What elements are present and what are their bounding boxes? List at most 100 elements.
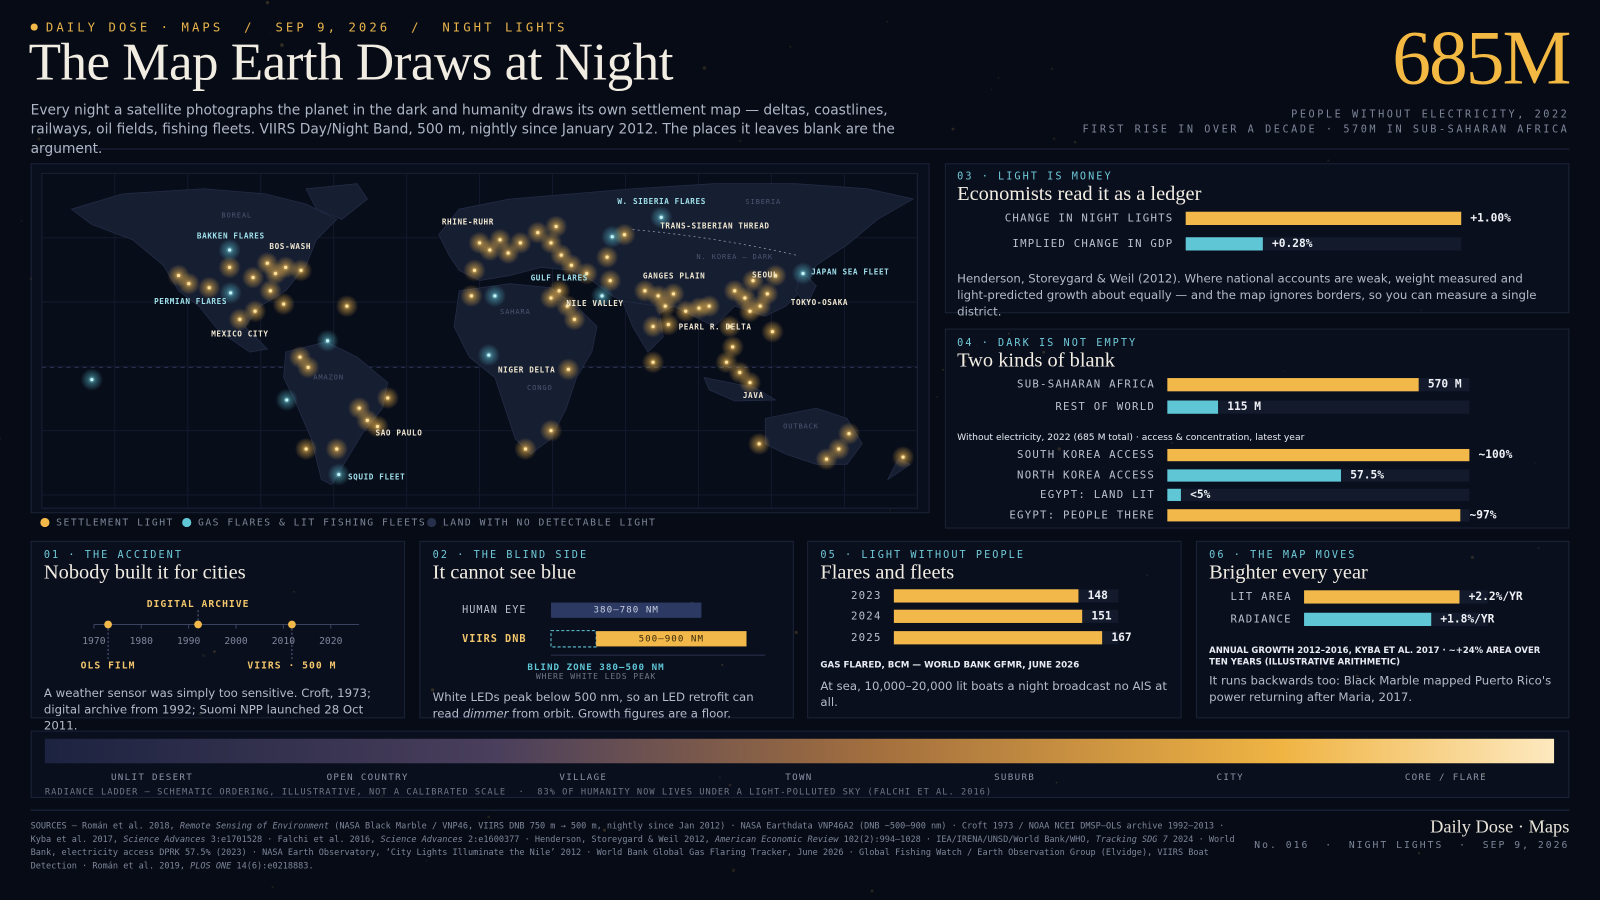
kicker-text: DAILY DOSE · MAPS / SEP 9, 2026 / NIGHT … <box>45 20 568 35</box>
flare-core <box>90 377 94 382</box>
star <box>0 437 2 440</box>
light-core <box>733 289 737 293</box>
light-core <box>770 329 775 334</box>
light-core <box>707 304 711 308</box>
light-core <box>824 457 829 461</box>
panel-kicker: 05 · LIGHT WITHOUT PEOPLE <box>820 549 1026 562</box>
event-label: VIIRS · 500 M <box>247 660 336 671</box>
panel-05 <box>807 540 1182 719</box>
star <box>936 396 938 398</box>
star <box>269 32 271 35</box>
source-text: 102(2):994–1028 · IEA/IRENA/UNSD/World B… <box>838 833 1096 844</box>
panel-02 <box>419 540 794 719</box>
bar-value-label: 57.5% <box>1350 469 1384 482</box>
light-core <box>666 322 670 327</box>
light-core <box>773 273 778 278</box>
map-label: RHINE-RUHR <box>442 217 494 226</box>
star <box>1264 122 1266 124</box>
light-core <box>472 268 477 273</box>
light-core <box>251 275 255 280</box>
panel-note: White LEDs peak below 500 nm, so an LED … <box>433 689 780 722</box>
bar <box>1167 469 1342 482</box>
blind-zone-sublabel: WHERE WHITE LEDS PEAK <box>536 671 656 681</box>
star <box>1327 159 1330 162</box>
light-core <box>335 447 339 451</box>
star <box>997 76 1000 79</box>
light-core <box>671 292 676 296</box>
bar-value-label: +1.8%/YR <box>1440 612 1494 625</box>
light-core <box>176 273 181 278</box>
bar <box>893 609 1083 623</box>
star <box>271 885 274 889</box>
bar <box>893 589 1079 603</box>
light-core <box>345 304 349 308</box>
light-core <box>506 251 510 255</box>
bar-label: NORTH KOREA ACCESS <box>1017 469 1155 482</box>
light-core <box>357 406 361 410</box>
bar-label: IMPLIED CHANGE IN GDP <box>1012 237 1173 250</box>
blind-zone <box>550 630 597 648</box>
event-dot <box>104 620 112 629</box>
light-core <box>651 324 655 329</box>
bar-value-label: +1.00% <box>1470 211 1511 224</box>
flare-core <box>493 294 497 298</box>
source-title: American Economic Review <box>714 833 839 844</box>
light-core <box>748 381 752 385</box>
bar <box>1304 590 1460 604</box>
light-core <box>187 282 191 286</box>
source-text: SOURCES — Román et al. 2018, <box>30 820 180 831</box>
source-title: Tracking SDG 7 <box>1095 833 1168 844</box>
ladder-stop: UNLIT DESERT <box>111 772 193 783</box>
flare-core <box>325 339 330 343</box>
bar <box>1167 400 1219 414</box>
star <box>1050 67 1054 71</box>
light-core <box>566 367 570 372</box>
flare-core <box>659 215 663 219</box>
bar <box>1167 448 1470 462</box>
brand: Daily Dose · Maps <box>1430 816 1570 837</box>
bar <box>1167 378 1419 392</box>
star <box>1042 350 1046 354</box>
star <box>29 277 33 281</box>
map-label: W. SIBERIA FLARES <box>617 197 706 206</box>
range-label: HUMAN EYE <box>462 605 526 616</box>
range-bar <box>596 631 747 647</box>
light-core <box>488 248 492 252</box>
light-core <box>748 309 752 313</box>
star <box>198 712 202 716</box>
ladder-stop: CITY <box>1217 772 1244 783</box>
bar <box>1304 612 1432 627</box>
light-core <box>608 278 612 283</box>
bar-value-label: ~97% <box>1469 508 1496 521</box>
map-label: NIGER DELTA <box>498 365 555 374</box>
range-value-label: 380–780 NM <box>593 605 658 616</box>
light-core <box>565 304 569 308</box>
flare-core <box>610 235 614 239</box>
star <box>20 220 23 222</box>
star <box>739 139 742 143</box>
light-core <box>572 317 577 322</box>
light-core <box>663 304 667 308</box>
bar-label: CHANGE IN NIGHT LIGHTS <box>1005 211 1174 224</box>
source-title: PLOS ONE <box>190 860 232 871</box>
star <box>1301 551 1305 555</box>
light-core <box>585 271 589 276</box>
light-core <box>284 265 288 269</box>
star <box>280 43 284 47</box>
region-label: SIBERIA <box>745 197 781 206</box>
bar-label: REST OF WORLD <box>1055 400 1155 413</box>
star <box>201 653 206 658</box>
bar <box>1167 488 1181 502</box>
map-label: BAKKEN FLARES <box>197 232 265 241</box>
light-core <box>901 455 905 459</box>
panel-subheading: Without electricity, 2022 (685 M total) … <box>957 432 1305 443</box>
source-text: 14(6):e0218883. <box>231 860 314 871</box>
tick-label: 2000 <box>224 636 247 647</box>
note-emphasis: dimmer <box>462 706 509 721</box>
map-label: MEXICO CITY <box>211 330 268 339</box>
legend-label: LAND WITH NO DETECTABLE LIGHT <box>443 517 657 528</box>
stat-caption: PEOPLE WITHOUT ELECTRICITY, 2022 <box>1291 109 1570 121</box>
ladder-caption: RADIANCE LADDER — SCHEMATIC ORDERING, IL… <box>45 787 992 797</box>
star <box>1420 309 1423 311</box>
